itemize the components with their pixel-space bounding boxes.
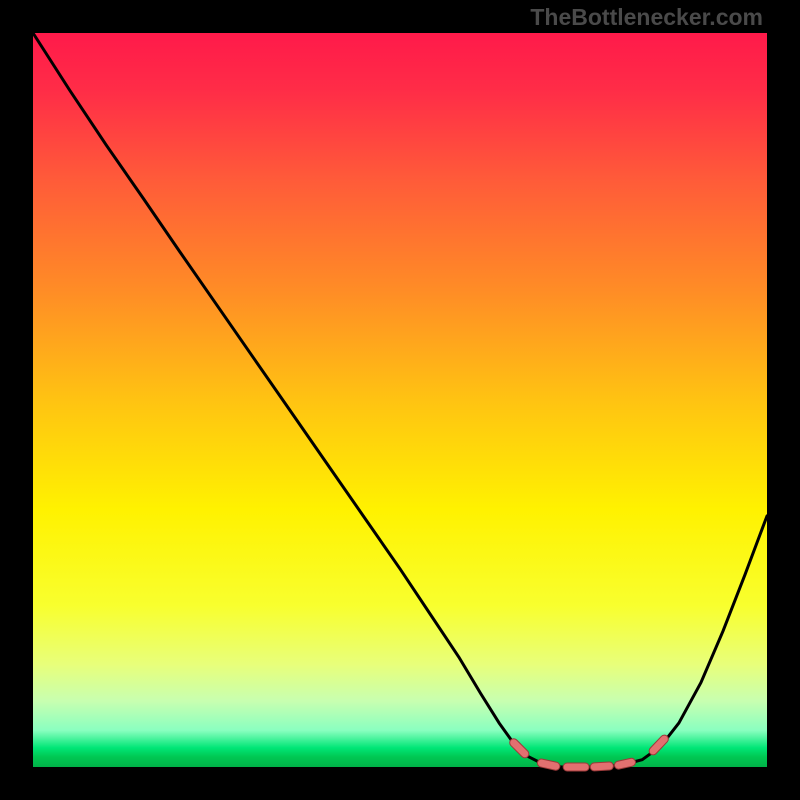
- optimal-marker: [563, 763, 589, 771]
- optimal-marker: [590, 762, 614, 771]
- bottleneck-chart-container: TheBottlenecker.com: [0, 0, 800, 800]
- chart-svg: TheBottlenecker.com: [0, 0, 800, 800]
- plot-background-gradient: [33, 33, 767, 767]
- watermark-text: TheBottlenecker.com: [530, 4, 763, 30]
